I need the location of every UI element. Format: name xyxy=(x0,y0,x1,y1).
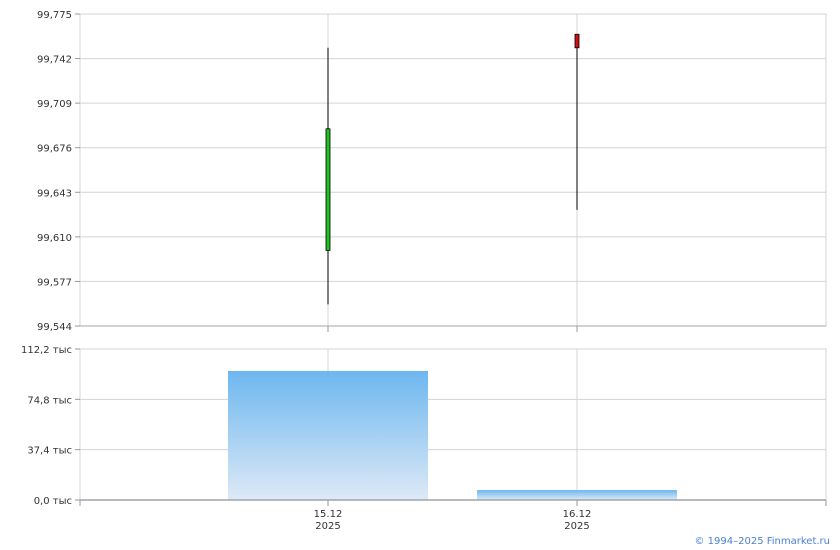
volume-tick-label: 74,8 тыс xyxy=(27,395,72,406)
volume-plot-frame xyxy=(79,348,827,501)
price-tick-label: 99,544 xyxy=(37,322,72,333)
x-tick-label: 2025 xyxy=(315,521,340,532)
volume-tick-label: 0,0 тыс xyxy=(34,496,72,507)
price-tick-label: 99,610 xyxy=(37,233,72,244)
volume-tick-label: 37,4 тыс xyxy=(27,446,72,457)
price-plot-frame xyxy=(79,13,827,327)
x-tick-label: 16.12 xyxy=(563,509,592,520)
x-tick-label: 15.12 xyxy=(314,509,343,520)
price-tick-label: 99,577 xyxy=(37,277,72,288)
price-tick-label: 99,742 xyxy=(37,55,72,66)
volume-bar xyxy=(228,370,428,500)
price-tick-label: 99,709 xyxy=(37,99,72,110)
price-tick-label: 99,775 xyxy=(37,10,72,21)
candle-body xyxy=(325,128,331,251)
candle-body xyxy=(574,33,580,49)
volume-bar xyxy=(477,490,677,500)
x-tick-label: 2025 xyxy=(564,521,589,532)
volume-tick-label: 112,2 тыс xyxy=(21,345,72,356)
price-tick-label: 99,643 xyxy=(37,188,72,199)
price-tick-label: 99,676 xyxy=(37,144,72,155)
copyright-link[interactable]: © 1994–2025 Finmarket.ru xyxy=(694,536,830,547)
